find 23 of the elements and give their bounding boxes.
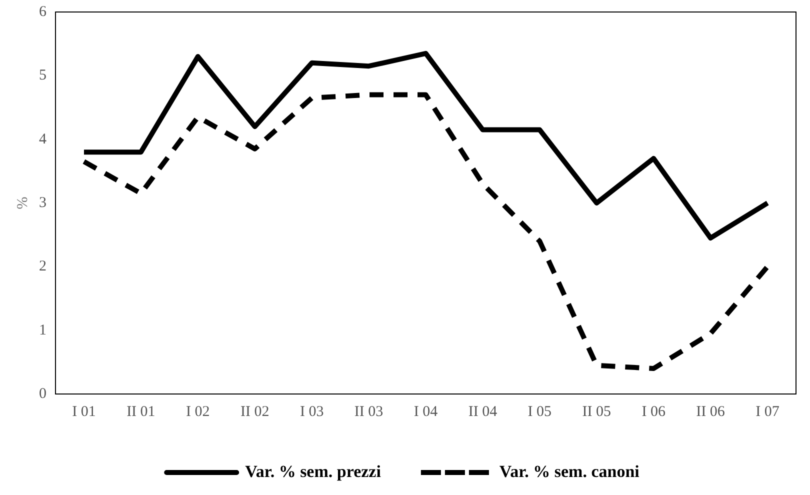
y-tick-label: 2: [39, 258, 46, 275]
legend-label: Var. % sem. canoni: [499, 462, 640, 481]
y-tick-label: 5: [39, 68, 46, 84]
x-tick-label: I 02: [186, 404, 210, 420]
y-tick-label: 0: [39, 386, 46, 402]
x-tick-label: I 05: [528, 404, 552, 420]
y-tick-label: 3: [39, 194, 46, 211]
x-tick-label: I 04: [414, 404, 438, 420]
x-tick-label: II 06: [696, 404, 726, 420]
x-tick-label: II 04: [468, 404, 498, 420]
legend-label: Var. % sem. prezzi: [245, 462, 382, 481]
x-tick-label: II 02: [240, 404, 270, 420]
x-tick-label: I 07: [756, 404, 780, 420]
x-tick-label: II 01: [126, 404, 156, 420]
x-tick-label: I 06: [642, 404, 666, 420]
y-axis-title: %: [14, 196, 31, 210]
x-tick-label: I 03: [300, 404, 324, 420]
x-tick-label: II 05: [582, 404, 612, 420]
x-tick-label: I 01: [72, 404, 96, 420]
y-tick-label: 1: [39, 322, 46, 338]
x-tick-label: II 03: [354, 404, 384, 420]
y-tick-label: 6: [39, 4, 47, 20]
y-tick-label: 4: [39, 131, 47, 148]
